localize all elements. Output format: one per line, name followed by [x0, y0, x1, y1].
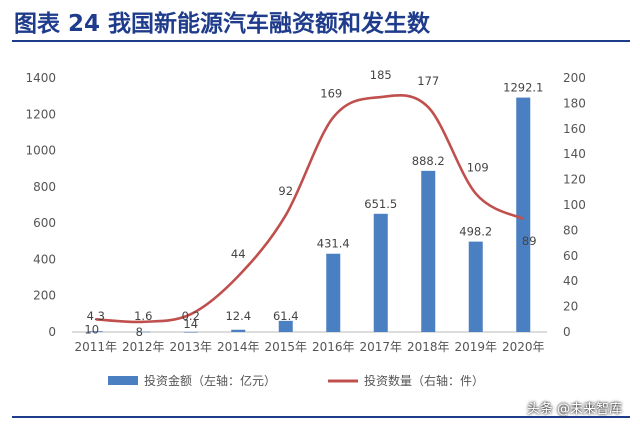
bar-data-labels: 4.3 1.6 0.2 12.4 61.4 431.4 651.5 888.2 498.2 129… — [87, 81, 544, 323]
x-axis-tick-label: 2016年 — [312, 340, 355, 354]
line-data-label: 14 — [183, 317, 198, 331]
right-axis-tick-label: 200 — [563, 71, 586, 85]
right-axis-tick-label: 120 — [563, 173, 586, 187]
left-axis-tick-label: 800 — [33, 180, 56, 194]
bar-data-label: 61.4 — [273, 309, 299, 323]
right-axis-tick-label: 180 — [563, 96, 586, 110]
bar-data-label: 4.3 — [87, 309, 105, 323]
legend-bar-label: 投资金额（左轴：亿元） — [144, 373, 276, 388]
title-divider — [12, 40, 630, 42]
bar-data-label: 888.2 — [412, 154, 445, 168]
bar — [421, 170, 436, 332]
legend: 投资金额（左轴：亿元） 投资数量（右轴：件） — [108, 373, 484, 388]
legend-bar-swatch — [108, 376, 138, 385]
bar — [136, 331, 151, 333]
bar-data-label: 12.4 — [225, 309, 251, 323]
bar-data-label: 498.2 — [459, 225, 492, 239]
watermark: 头条 @未来智库 — [526, 402, 622, 417]
right-axis-tick-label: 40 — [563, 274, 578, 288]
line-data-labels: 10 8 14 44 92 169 185 177 109 89 — [84, 68, 536, 339]
x-axis-tick-label: 2015年 — [264, 340, 307, 354]
right-axis: 0 20 40 60 80 100 120 140 160 180 200 — [563, 71, 586, 339]
x-axis-tick-label: 2018年 — [407, 340, 450, 354]
x-axis-tick-label: 2019年 — [454, 340, 497, 354]
bar-data-label: 0.2 — [182, 309, 200, 323]
x-axis-tick-label: 2013年 — [169, 340, 212, 354]
right-axis-tick-label: 60 — [563, 249, 578, 263]
line-path — [95, 93, 524, 324]
left-axis: 0 200 400 600 800 1000 1200 1400 — [25, 71, 56, 339]
x-axis-tick-label: 2020年 — [502, 340, 545, 354]
bar — [183, 331, 198, 333]
bar — [326, 253, 341, 332]
right-axis-tick-label: 140 — [563, 147, 586, 161]
line-data-label: 10 — [84, 322, 99, 336]
bar-data-label: 1.6 — [134, 309, 152, 323]
chart-title: 图表 24 我国新能源汽车融资额和发生数 — [14, 11, 431, 37]
bar — [468, 241, 483, 332]
legend-line-label: 投资数量（右轴：件） — [364, 373, 484, 388]
x-axis-tick-label: 2014年 — [217, 340, 260, 354]
line-data-label: 185 — [370, 68, 392, 82]
left-axis-tick-label: 0 — [48, 325, 56, 339]
left-axis-tick-label: 200 — [33, 289, 56, 303]
x-axis-tick-label: 2011年 — [74, 340, 117, 354]
x-axis-tick-label: 2012年 — [122, 340, 165, 354]
line-data-label: 8 — [136, 325, 143, 339]
right-axis-tick-label: 80 — [563, 223, 578, 237]
line-data-label: 92 — [278, 184, 293, 198]
bar-data-label: 1292.1 — [503, 81, 543, 95]
bar — [278, 320, 293, 332]
bar — [373, 213, 388, 332]
line-data-label: 177 — [417, 74, 439, 88]
bar-data-label: 651.5 — [364, 197, 397, 211]
x-axis: 2011年 2012年 2013年 2014年 2015年 2016年 2017年 2018年… — [74, 340, 544, 354]
right-axis-tick-label: 100 — [563, 198, 586, 212]
bar — [88, 331, 103, 332]
right-axis-tick-label: 160 — [563, 122, 586, 136]
line-data-label: 109 — [467, 161, 489, 175]
line-data-label: 169 — [320, 86, 342, 100]
line-series — [95, 93, 524, 324]
bar-data-label: 431.4 — [317, 237, 350, 251]
x-axis-tick-label: 2017年 — [359, 340, 402, 354]
left-axis-tick-label: 600 — [33, 216, 56, 230]
bar-series — [88, 97, 531, 333]
left-axis-tick-label: 1400 — [25, 71, 56, 85]
bar — [516, 97, 531, 332]
right-axis-tick-label: 20 — [563, 300, 578, 314]
right-axis-tick-label: 0 — [563, 325, 571, 339]
footer-divider — [12, 416, 630, 418]
left-axis-tick-label: 1200 — [25, 107, 56, 121]
left-axis-tick-label: 400 — [33, 252, 56, 266]
bar — [231, 329, 246, 332]
left-axis-tick-label: 1000 — [25, 144, 56, 158]
line-data-label: 89 — [522, 234, 537, 248]
line-data-label: 44 — [231, 247, 246, 261]
